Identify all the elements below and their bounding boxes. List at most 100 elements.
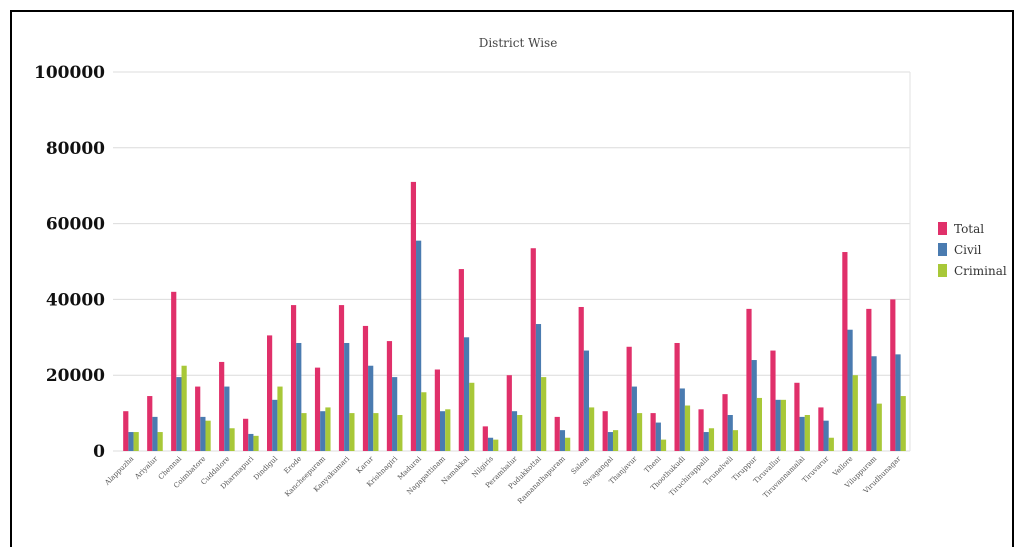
- bar-total: [386, 341, 393, 451]
- bar-civil: [871, 356, 877, 451]
- bar-criminal: [157, 432, 163, 451]
- y-tick-label: 80000: [46, 139, 105, 159]
- bar-civil: [679, 388, 685, 451]
- bar-total: [890, 299, 896, 451]
- bar-criminal: [205, 420, 211, 451]
- bar-civil: [583, 350, 590, 451]
- bar-total: [314, 367, 321, 451]
- bar-civil: [392, 377, 398, 451]
- bar-total: [219, 361, 225, 451]
- bar-total: [674, 342, 680, 451]
- bar-civil: [703, 432, 709, 451]
- bar-criminal: [181, 365, 187, 451]
- bar-civil: [655, 422, 661, 451]
- x-tick-label: Tiruvannamalai: [762, 454, 807, 499]
- bar-criminal: [445, 409, 451, 451]
- bar-criminal: [541, 377, 547, 451]
- bar-total: [746, 308, 752, 452]
- legend-swatch-civil: [938, 243, 947, 256]
- bar-total: [794, 382, 800, 451]
- bar-criminal: [756, 397, 762, 451]
- x-tick-label: Tiruvarur: [801, 454, 831, 484]
- bar-civil: [200, 416, 206, 451]
- bar-civil: [895, 354, 901, 451]
- bar-criminal: [804, 415, 810, 451]
- bar-civil: [128, 432, 134, 451]
- bar-total: [410, 181, 417, 451]
- legend: Total Civil Criminal: [938, 222, 1007, 278]
- legend-swatch-criminal: [938, 264, 947, 277]
- bar-civil: [727, 415, 733, 451]
- bar-civil: [559, 430, 566, 451]
- bar-civil: [823, 420, 829, 451]
- bar-total: [458, 269, 464, 451]
- x-tick-label: Vellore: [831, 455, 855, 479]
- bar-civil: [799, 416, 805, 451]
- bar-total: [554, 416, 560, 451]
- y-tick-label: 0: [93, 442, 105, 462]
- x-tick-label: Erode: [282, 455, 303, 476]
- bar-civil: [487, 437, 494, 451]
- bar-civil: [775, 399, 781, 451]
- bar-criminal: [349, 413, 355, 451]
- bar-criminal: [732, 430, 739, 451]
- x-tick-label: Ramanathapuram: [516, 455, 567, 506]
- bar-criminal: [253, 435, 259, 451]
- bar-civil: [248, 433, 254, 451]
- bar-civil: [631, 386, 637, 451]
- x-tick-label: Theni: [643, 454, 663, 474]
- legend-label-civil: Civil: [954, 243, 982, 257]
- bar-civil: [176, 377, 182, 451]
- bar-total: [171, 291, 177, 451]
- bar-total: [290, 305, 297, 451]
- x-tick-label: Dindigul: [252, 454, 280, 482]
- y-tick-label: 60000: [46, 215, 105, 235]
- bar-criminal: [493, 439, 499, 451]
- legend-swatch-total: [938, 222, 947, 235]
- bar-total: [530, 248, 536, 451]
- bar-total: [506, 375, 512, 451]
- bar-total: [338, 305, 345, 451]
- bar-civil: [152, 416, 158, 451]
- bar-civil: [847, 329, 853, 451]
- bar-civil: [607, 432, 613, 451]
- bar-criminal: [397, 415, 403, 451]
- bar-criminal: [780, 399, 786, 451]
- bars: [123, 181, 906, 452]
- bar-civil: [511, 411, 518, 451]
- bar-total: [123, 411, 129, 451]
- bar-criminal: [301, 413, 307, 451]
- y-axis-ticks: 0 20000 40000 60000 80000 100000: [34, 63, 105, 462]
- bar-total: [243, 418, 249, 451]
- bar-criminal: [325, 407, 331, 451]
- bar-total: [866, 308, 872, 452]
- bar-criminal: [612, 430, 619, 451]
- y-tick-label: 100000: [34, 63, 105, 83]
- bar-civil: [296, 342, 302, 451]
- bar-total: [602, 411, 608, 451]
- bar-criminal: [876, 403, 882, 452]
- bar-total: [698, 409, 704, 451]
- chart-title: District Wise: [479, 36, 558, 50]
- bar-civil: [463, 337, 470, 451]
- bar-civil: [416, 240, 422, 451]
- bar-total: [267, 335, 273, 451]
- x-tick-label: Alappuzha: [103, 455, 136, 488]
- chart-frame: [10, 10, 1014, 547]
- bar-total: [842, 252, 848, 451]
- bar-criminal: [517, 415, 523, 451]
- bar-criminal: [708, 428, 715, 451]
- bar-total: [434, 369, 440, 451]
- bar-total: [482, 426, 488, 451]
- legend-label-total: Total: [954, 222, 984, 236]
- bar-civil: [272, 399, 278, 451]
- bar-criminal: [229, 428, 235, 451]
- bar-criminal: [589, 407, 595, 451]
- bar-criminal: [828, 437, 834, 451]
- bar-criminal: [373, 413, 379, 451]
- bar-criminal: [900, 396, 906, 451]
- bar-civil: [320, 411, 326, 451]
- bar-total: [626, 346, 632, 451]
- bar-civil: [224, 386, 230, 451]
